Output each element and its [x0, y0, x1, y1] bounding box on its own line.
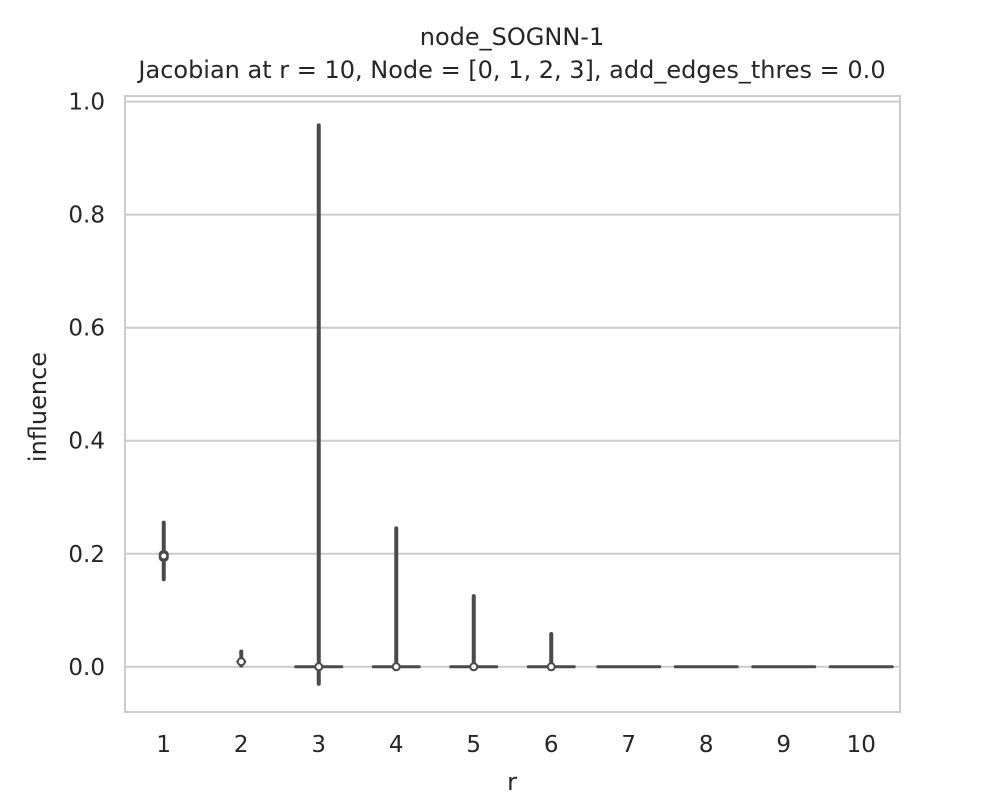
- y-tick-label: 1.0: [68, 90, 105, 116]
- violin-3: [294, 123, 344, 686]
- violin-5: [449, 594, 499, 672]
- x-tick-label: 3: [311, 732, 326, 758]
- violin-4: [371, 526, 421, 672]
- y-tick-label: 0.4: [68, 429, 105, 455]
- y-tick-label: 0.2: [68, 542, 105, 568]
- median-marker: [314, 662, 324, 672]
- violin-6: [526, 632, 576, 672]
- x-tick-label: 7: [621, 732, 636, 758]
- x-tick-label: 1: [156, 732, 171, 758]
- median-marker: [236, 657, 246, 667]
- y-tick-label: 0.0: [68, 655, 105, 681]
- x-tick-label: 8: [699, 732, 714, 758]
- chart-title: node_SOGNN-1: [420, 23, 604, 51]
- x-tick-label: 5: [466, 732, 481, 758]
- violin-1: [158, 520, 169, 582]
- violins: [158, 123, 894, 686]
- plot-frame: [124, 95, 901, 713]
- median-marker: [469, 662, 479, 672]
- median-marker: [391, 662, 401, 672]
- y-tick-labels: 0.0 0.2 0.4 0.6 0.8 1.0: [68, 90, 105, 681]
- y-tick-label: 0.6: [68, 316, 105, 342]
- y-tick-label: 0.8: [68, 203, 105, 229]
- x-tick-label: 6: [544, 732, 559, 758]
- x-tick-label: 10: [847, 732, 876, 758]
- x-tick-label: 4: [389, 732, 404, 758]
- x-tick-label: 9: [776, 732, 791, 758]
- violin-2: [236, 649, 247, 668]
- y-axis-label: influence: [24, 352, 52, 462]
- median-marker: [159, 551, 169, 561]
- chart-subtitle: Jacobian at r = 10, Node = [0, 1, 2, 3],…: [136, 56, 885, 84]
- x-tick-label: 2: [234, 732, 249, 758]
- x-tick-labels: 1 2 3 4 5 6 7 8 9 10: [156, 732, 875, 758]
- median-marker: [546, 662, 556, 672]
- x-axis-label: r: [507, 768, 517, 796]
